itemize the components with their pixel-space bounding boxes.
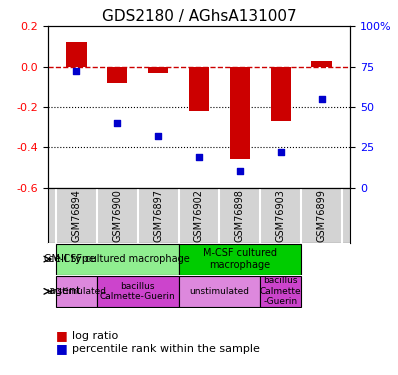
Text: GSM76899: GSM76899: [317, 189, 327, 242]
Text: GSM76903: GSM76903: [276, 189, 286, 242]
Text: log ratio: log ratio: [72, 331, 118, 340]
FancyBboxPatch shape: [179, 276, 260, 307]
Text: GSM76898: GSM76898: [235, 189, 245, 242]
Text: percentile rank within the sample: percentile rank within the sample: [72, 344, 259, 354]
Bar: [271, 67, 291, 121]
Point: [73, 68, 80, 74]
Bar: [148, 67, 168, 73]
Text: GSM76900: GSM76900: [112, 189, 122, 242]
Text: GM-CSF cultured macrophage: GM-CSF cultured macrophage: [44, 254, 190, 264]
Bar: [311, 60, 332, 67]
Text: GSM76894: GSM76894: [71, 189, 81, 242]
Point: [277, 149, 284, 155]
Point: [196, 154, 202, 160]
Bar: [189, 67, 209, 111]
Text: unstimulated: unstimulated: [189, 287, 250, 296]
FancyBboxPatch shape: [56, 276, 97, 307]
Text: agent: agent: [48, 286, 80, 296]
Text: unstimulated: unstimulated: [47, 287, 106, 296]
FancyBboxPatch shape: [97, 276, 179, 307]
FancyBboxPatch shape: [260, 276, 301, 307]
Title: GDS2180 / AGhsA131007: GDS2180 / AGhsA131007: [101, 9, 297, 24]
Bar: [66, 42, 87, 67]
Text: GSM76902: GSM76902: [194, 189, 204, 242]
Text: bacillus
Calmette
-Guerin: bacillus Calmette -Guerin: [260, 276, 302, 306]
Point: [114, 120, 121, 126]
Text: cell type: cell type: [48, 254, 96, 264]
FancyBboxPatch shape: [56, 244, 179, 274]
Text: GSM76897: GSM76897: [153, 189, 163, 242]
Text: M-CSF cultured
macrophage: M-CSF cultured macrophage: [203, 248, 277, 270]
Bar: [230, 67, 250, 159]
Text: bacillus
Calmette-Guerin: bacillus Calmette-Guerin: [100, 282, 176, 301]
FancyBboxPatch shape: [179, 244, 301, 274]
Text: ■: ■: [56, 329, 68, 342]
Point: [155, 133, 161, 139]
Point: [237, 168, 243, 174]
Bar: [107, 67, 127, 83]
Text: ■: ■: [56, 342, 68, 355]
Point: [318, 96, 325, 102]
